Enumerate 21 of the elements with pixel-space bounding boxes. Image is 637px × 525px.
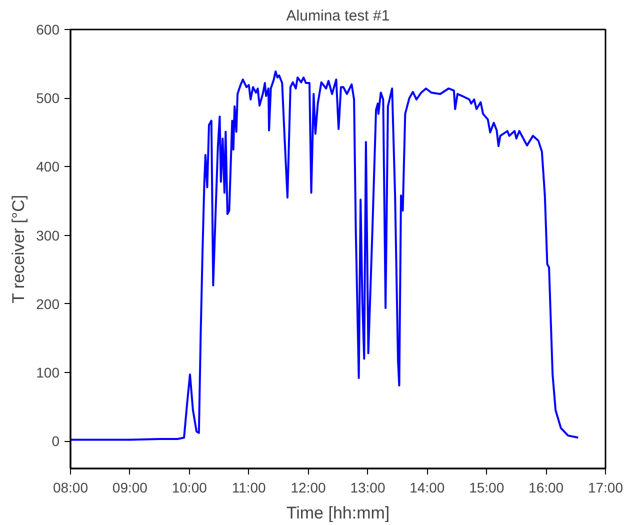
y-tick-label: 400 xyxy=(36,158,60,175)
x-axis-title: Time [hh:mm] xyxy=(286,504,390,522)
x-tick-label: 10:00 xyxy=(172,480,208,496)
x-tick-label: 08:00 xyxy=(52,480,88,496)
y-tick-label: 200 xyxy=(36,296,60,312)
x-tick-label: 17:00 xyxy=(588,480,624,496)
y-tick-label: 100 xyxy=(36,364,60,380)
x-tick-label: 11:00 xyxy=(232,480,266,496)
line-series xyxy=(70,70,580,441)
y-tick-label: 0 xyxy=(52,433,60,450)
x-tick-label: 13:00 xyxy=(350,480,386,496)
chart-title: Alumina test #1 xyxy=(286,8,390,24)
x-tick-label: 12:00 xyxy=(290,480,326,496)
x-tick-label: 15:00 xyxy=(469,480,504,496)
y-tick-label: 500 xyxy=(36,90,60,106)
y-axis-title: T receiver [°C] xyxy=(9,194,28,304)
y-tick-label: 300 xyxy=(36,227,60,244)
y-tick-label: 600 xyxy=(36,22,60,38)
x-tick-label: 09:00 xyxy=(112,480,148,496)
x-tick-label: 14:00 xyxy=(410,480,445,496)
x-tick-label: 16:00 xyxy=(528,480,564,496)
